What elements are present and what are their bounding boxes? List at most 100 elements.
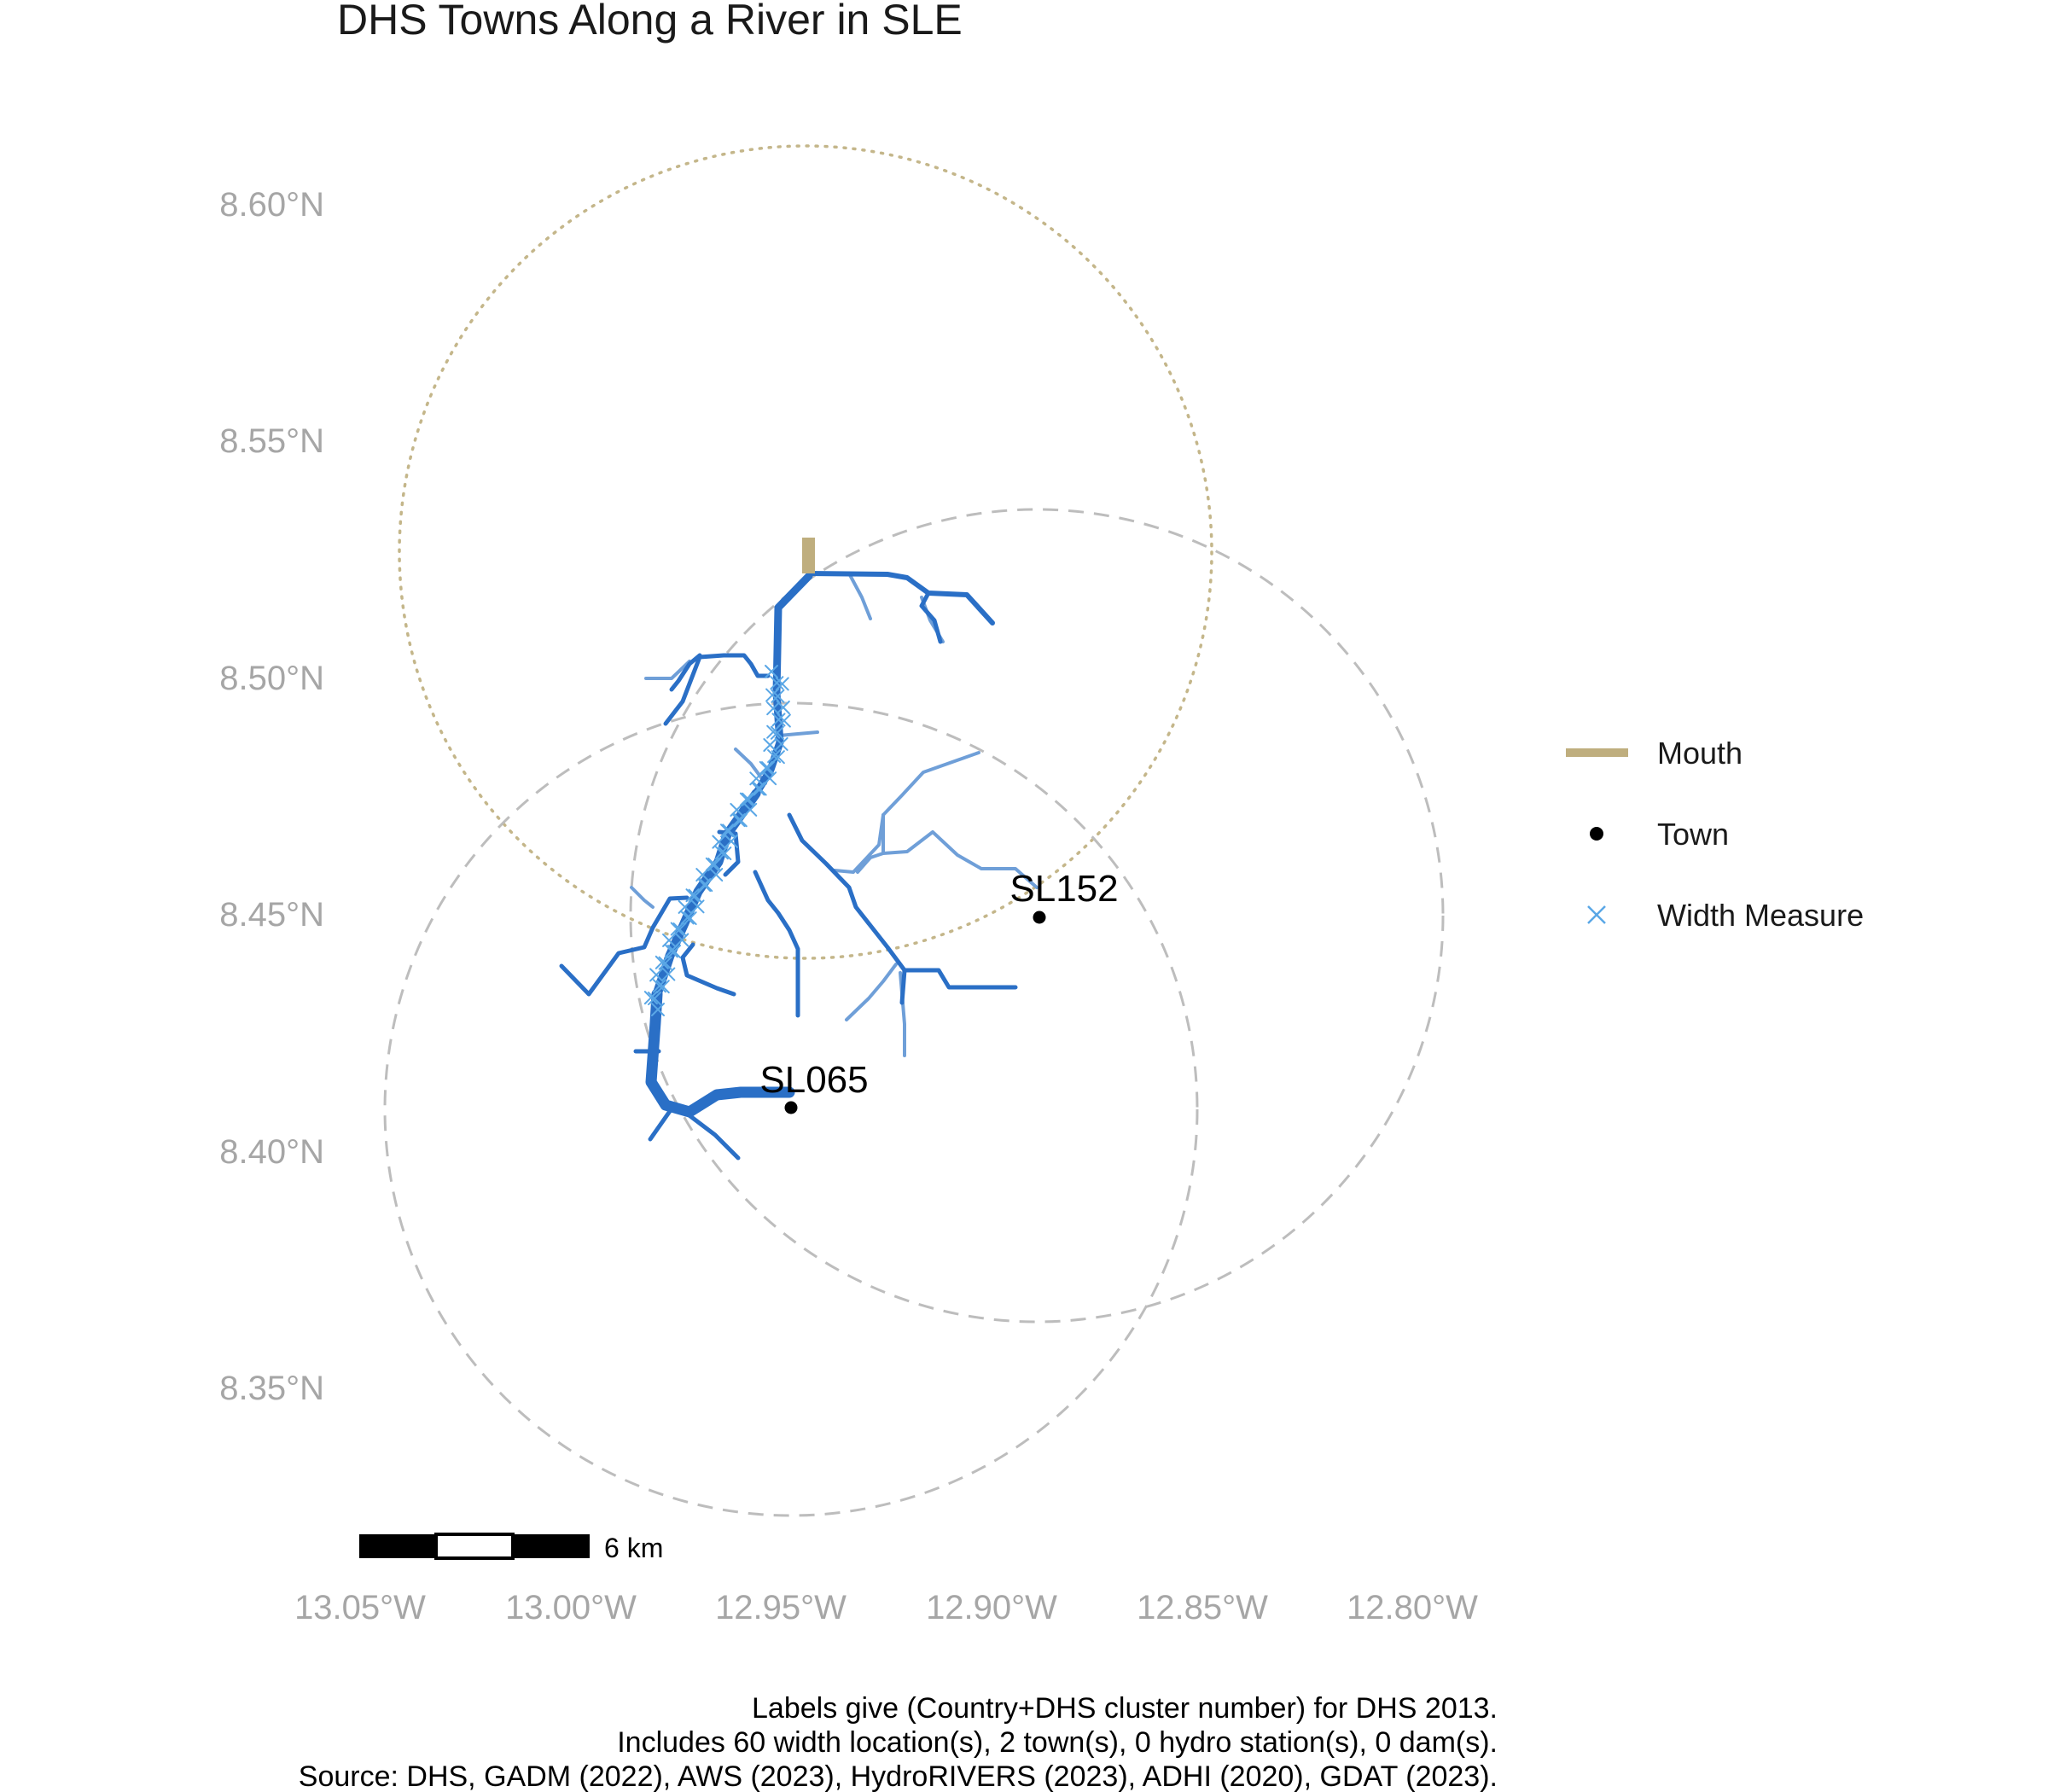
river-segment — [663, 653, 771, 726]
width-measure-marker — [720, 823, 735, 838]
width-measure-marker — [683, 911, 697, 926]
lat-tick-label: 8.50°N — [219, 660, 324, 697]
mouth-buffer-circle — [398, 144, 1213, 960]
width-measure-marker — [655, 955, 669, 969]
width-measure-marker — [765, 665, 778, 678]
width-measure-marker — [766, 724, 781, 739]
scale-bar-segment — [359, 1534, 436, 1558]
river-trunk-lower — [645, 988, 795, 1118]
town-label-sl152: SL152 — [1009, 868, 1118, 910]
width-measure-marker — [775, 677, 789, 691]
lat-tick-label: 8.60°N — [219, 186, 324, 224]
width-measure-marker — [685, 888, 700, 903]
width-measure-marker — [771, 713, 786, 727]
lat-tick-label: 8.45°N — [219, 896, 324, 934]
town-point-sl152[interactable] — [1033, 911, 1046, 924]
river-segment — [806, 571, 995, 625]
buffer-circles — [383, 144, 1445, 1517]
town-buffer-circle-sl152 — [629, 508, 1445, 1324]
width-measure-marker — [697, 878, 712, 893]
scale-bar-label: 6 km — [604, 1533, 663, 1563]
width-measure-marker — [767, 749, 782, 764]
width-measure-marker — [753, 782, 767, 796]
legend-town-label: Town — [1657, 817, 1729, 852]
main-rivers — [559, 571, 1018, 1161]
legend-width-measure-symbol — [1587, 905, 1606, 924]
width-measure-marker — [643, 991, 658, 1005]
lon-tick-label: 12.85°W — [1137, 1589, 1268, 1626]
towns: SL152 SL065 — [759, 868, 1119, 1114]
width-measure-marker — [675, 933, 689, 947]
caption-line-2: Includes 60 width location(s), 2 town(s)… — [617, 1726, 1498, 1759]
width-measure-marker — [658, 956, 672, 970]
river-segment — [684, 1111, 741, 1161]
lat-tick-label: 8.35°N — [219, 1370, 324, 1407]
width-measure-markers — [643, 665, 791, 1016]
river-segment — [559, 895, 689, 997]
width-measure-marker — [688, 888, 702, 903]
width-measure-marker — [763, 738, 777, 753]
minor-river-segment — [644, 660, 691, 680]
width-measure-marker — [652, 979, 666, 993]
width-measure-marker — [771, 750, 785, 765]
town-point-sl065[interactable] — [784, 1101, 798, 1114]
lon-tick-label: 12.95°W — [715, 1589, 847, 1626]
lon-tick-label: 12.80°W — [1347, 1589, 1478, 1626]
caption-line-3: Source: DHS, GADM (2022), AWS (2023), Hy… — [299, 1760, 1498, 1792]
town-buffer-circle-sl065 — [383, 701, 1199, 1517]
river-segment — [919, 591, 943, 644]
lat-tick-label: 8.40°N — [219, 1133, 324, 1171]
width-measure-marker — [714, 846, 729, 860]
minor-river-segment — [856, 830, 1039, 889]
legend-width-measure-label: Width Measure — [1657, 898, 1864, 933]
legend-mouth-label: Mouth — [1657, 736, 1743, 771]
scale-bar-segment — [513, 1534, 590, 1558]
width-measure-marker — [733, 813, 748, 828]
lat-tick-label: 8.55°N — [219, 422, 324, 460]
width-measure-marker — [774, 736, 788, 751]
lon-tick-label: 12.90°W — [926, 1589, 1057, 1626]
width-measure-marker — [655, 980, 670, 994]
river-mouth — [802, 538, 815, 573]
width-measure-marker — [718, 847, 732, 861]
lon-axis: 13.05°W 13.00°W 12.95°W 12.90°W 12.85°W … — [294, 1589, 1478, 1626]
scale-bar: 6 km — [359, 1533, 663, 1563]
lon-tick-label: 13.05°W — [294, 1589, 426, 1626]
minor-rivers — [630, 572, 1039, 1057]
town-label-sl065: SL065 — [759, 1059, 868, 1101]
width-measure-marker — [670, 922, 684, 936]
minor-river-segment — [845, 963, 898, 1021]
width-measure-marker — [661, 967, 676, 981]
width-measure-marker — [664, 944, 678, 958]
width-measure-marker — [777, 713, 791, 728]
river-segment — [753, 870, 800, 1018]
river-segment — [787, 812, 1018, 990]
river-segment — [680, 942, 736, 997]
width-measure-marker — [724, 834, 738, 848]
width-measure-marker — [766, 701, 781, 716]
legend-town-symbol — [1590, 827, 1603, 841]
river-trunk-upper — [752, 572, 813, 798]
width-measure-marker — [765, 688, 780, 702]
width-measure-marker — [770, 676, 784, 690]
river-segment — [669, 653, 702, 692]
minor-river-segment — [734, 748, 767, 785]
width-measure-marker — [712, 835, 726, 849]
lat-axis: 8.60°N 8.55°N 8.50°N 8.45°N 8.40°N 8.35°… — [219, 186, 324, 1407]
width-measure-marker — [647, 992, 661, 1006]
river-segment — [899, 968, 907, 1005]
width-measure-marker — [770, 725, 784, 740]
minor-river-segment — [777, 730, 819, 737]
map-title: DHS Towns Along a River in SLE — [337, 0, 963, 44]
width-measure-marker — [649, 968, 664, 982]
width-measure-marker — [690, 899, 705, 914]
width-measure-marker — [678, 899, 692, 914]
width-measure-marker — [680, 911, 695, 925]
scale-bar-segment — [434, 1533, 515, 1560]
minor-river-segment — [847, 572, 872, 620]
caption: Labels give (Country+DHS cluster number)… — [299, 1692, 1498, 1792]
minor-river-segment — [630, 886, 655, 909]
caption-line-1: Labels give (Country+DHS cluster number)… — [752, 1692, 1498, 1725]
legend: Mouth Town Width Measure — [1566, 736, 1864, 933]
